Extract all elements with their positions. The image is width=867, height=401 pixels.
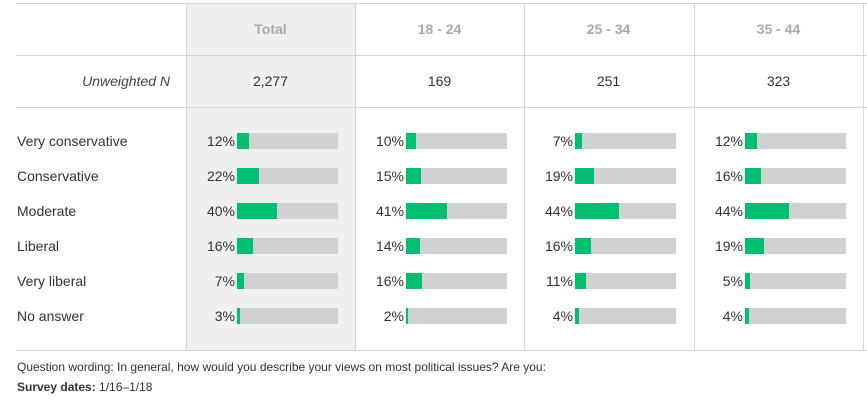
bar-track — [745, 308, 846, 324]
row-label: Very conservative — [17, 133, 128, 149]
survey-dates: Survey dates: 1/16–1/18 — [17, 380, 152, 394]
unweighted-n-value: 251 — [596, 73, 621, 89]
percent-label: 19% — [714, 238, 743, 254]
bar-fill — [745, 238, 765, 254]
bar-fill — [575, 238, 592, 254]
row-label: Very liberal — [17, 273, 87, 289]
bar-fill — [406, 308, 409, 324]
row-divider — [16, 350, 867, 351]
bar-track — [745, 238, 846, 254]
bar-track — [745, 133, 846, 149]
percent-label: 16% — [544, 238, 573, 254]
percent-label: 2% — [383, 308, 404, 324]
percent-label: 22% — [206, 168, 235, 184]
bar-fill — [406, 273, 423, 289]
bar-track — [237, 168, 338, 184]
row-divider — [16, 3, 867, 4]
bar-fill — [745, 273, 751, 289]
bar-fill — [575, 273, 587, 289]
bar-fill — [575, 133, 583, 149]
row-label: Moderate — [17, 203, 77, 219]
percent-label: 4% — [722, 308, 743, 324]
bar-fill — [237, 203, 278, 219]
percent-label: 40% — [206, 203, 235, 219]
unweighted-n-value: 323 — [766, 73, 791, 89]
bar-track — [575, 238, 676, 254]
percent-label: 12% — [206, 133, 235, 149]
bar-fill — [406, 238, 421, 254]
bar-track — [237, 308, 338, 324]
percent-label: 16% — [375, 273, 404, 289]
percent-label: 7% — [552, 133, 573, 149]
column-partial — [863, 3, 867, 350]
bar-fill — [237, 238, 254, 254]
percent-label: 16% — [714, 168, 743, 184]
unweighted-n-value: 169 — [427, 73, 452, 89]
column-header: 35 - 44 — [756, 21, 801, 37]
percent-label: 12% — [714, 133, 743, 149]
unweighted-n-label: Unweighted N — [82, 73, 170, 89]
bar-fill — [237, 308, 241, 324]
percent-label: 5% — [722, 273, 743, 289]
column-3 — [694, 3, 863, 350]
bar-track — [406, 133, 507, 149]
column-2 — [524, 3, 693, 350]
row-divider — [16, 107, 867, 108]
percent-label: 44% — [544, 203, 573, 219]
percent-label: 16% — [206, 238, 235, 254]
bar-fill — [575, 168, 595, 184]
percent-label: 44% — [714, 203, 743, 219]
bar-track — [406, 273, 507, 289]
bar-fill — [745, 133, 758, 149]
bar-track — [406, 238, 507, 254]
percent-label: 4% — [552, 308, 573, 324]
unweighted-n-value: 2,277 — [252, 73, 289, 89]
column-header: Total — [254, 21, 287, 37]
bar-fill — [406, 133, 417, 149]
survey-dates-label: Survey dates: — [17, 380, 96, 394]
bar-track — [575, 308, 676, 324]
survey-dates-value: 1/16–1/18 — [99, 380, 153, 394]
row-divider — [16, 55, 867, 56]
bar-fill — [745, 168, 762, 184]
row-label: Conservative — [17, 168, 99, 184]
percent-label: 11% — [546, 273, 573, 289]
bar-fill — [575, 203, 620, 219]
bar-fill — [237, 168, 260, 184]
column-header: 18 - 24 — [417, 21, 462, 37]
percent-label: 41% — [375, 203, 404, 219]
bar-track — [406, 203, 507, 219]
bar-track — [237, 133, 338, 149]
bar-track — [575, 273, 676, 289]
bar-track — [575, 168, 676, 184]
row-label: No answer — [17, 308, 84, 324]
percent-label: 15% — [375, 168, 404, 184]
column-1 — [355, 3, 524, 350]
question-wording: Question wording: In general, how would … — [17, 360, 546, 374]
bar-track — [237, 273, 338, 289]
percent-label: 7% — [214, 273, 235, 289]
percent-label: 3% — [214, 308, 235, 324]
bar-track — [237, 203, 338, 219]
percent-label: 10% — [375, 133, 404, 149]
bar-fill — [406, 168, 422, 184]
bar-track — [745, 168, 846, 184]
bar-fill — [237, 133, 250, 149]
percent-label: 14% — [375, 238, 404, 254]
bar-fill — [406, 203, 448, 219]
bar-fill — [575, 308, 580, 324]
bar-track — [406, 168, 507, 184]
bar-fill — [745, 203, 790, 219]
column-header: 25 - 34 — [586, 21, 631, 37]
percent-label: 19% — [544, 168, 573, 184]
bar-track — [745, 273, 846, 289]
bar-track — [575, 133, 676, 149]
bar-track — [406, 308, 507, 324]
bar-fill — [237, 273, 245, 289]
bar-track — [745, 203, 846, 219]
bar-track — [237, 238, 338, 254]
row-label: Liberal — [17, 238, 60, 254]
bar-track — [575, 203, 676, 219]
bar-fill — [745, 308, 750, 324]
